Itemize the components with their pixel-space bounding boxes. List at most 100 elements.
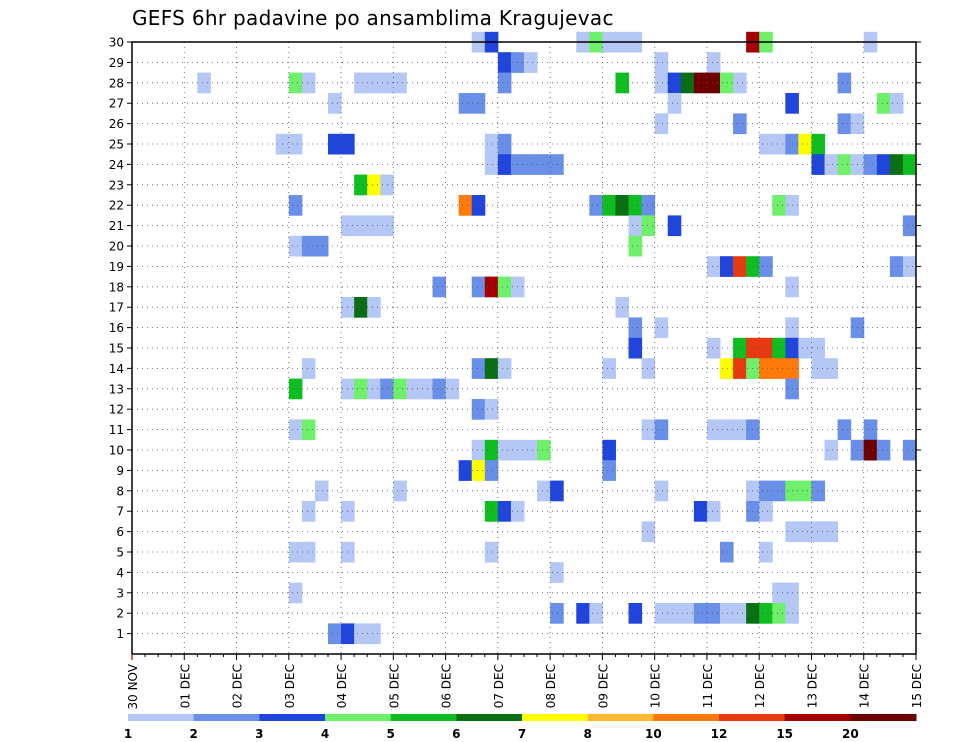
heatmap-cell [602, 460, 616, 481]
heatmap-cell [432, 276, 447, 298]
heatmap-cell [524, 154, 538, 175]
heatmap-cell [706, 72, 721, 94]
heatmap-cell [550, 480, 564, 502]
y-tick-label: 20 [109, 240, 124, 254]
x-tick-label: 05 DEC [387, 664, 401, 708]
heatmap-cell [876, 93, 891, 114]
heatmap-cell [484, 460, 499, 481]
x-tick-label: 04 DEC [335, 664, 349, 708]
x-tick-label: 08 DEC [544, 664, 558, 708]
heatmap-cell [720, 541, 734, 563]
colorbar-swatch [128, 714, 195, 721]
heatmap-cell [667, 93, 682, 114]
heatmap-cell [811, 480, 826, 502]
heatmap-cell [889, 93, 904, 114]
heatmap-cell [458, 93, 473, 114]
heatmap-cell [497, 439, 512, 461]
heatmap-cell [432, 378, 447, 400]
heatmap-cell [288, 419, 303, 441]
heatmap-cell [759, 133, 773, 155]
heatmap-cell [863, 154, 878, 175]
heatmap-cell [628, 337, 643, 359]
heatmap-cell [824, 521, 839, 543]
heatmap-cell [497, 72, 512, 94]
heatmap-cell [497, 52, 512, 73]
heatmap-cell [720, 358, 734, 379]
heatmap-cell [706, 501, 721, 522]
heatmap-cell [798, 521, 812, 543]
heatmap-cell [328, 623, 342, 645]
colorbar-swatch [653, 714, 720, 721]
heatmap-cell [759, 256, 773, 277]
y-tick-label: 10 [109, 444, 124, 458]
heatmap-cell [759, 541, 773, 563]
heatmap-cell [314, 480, 329, 502]
heatmap-cell [484, 399, 499, 420]
heatmap-cell [484, 276, 499, 298]
colorbar-swatch [193, 714, 260, 721]
heatmap-cell [654, 72, 669, 94]
heatmap-cell [720, 603, 734, 624]
y-tick-label: 21 [109, 219, 124, 233]
y-tick-label: 4 [116, 566, 124, 580]
colorbar-label: 10 [645, 727, 662, 741]
heatmap-cell [837, 113, 852, 135]
y-tick-label: 22 [109, 199, 124, 213]
heatmap-cell [706, 52, 721, 73]
heatmap-cell [811, 521, 826, 543]
heatmap-cell [484, 439, 499, 461]
heatmap-cell [524, 52, 538, 73]
heatmap-cell [367, 72, 381, 94]
heatmap-cell [693, 72, 708, 94]
heatmap-cell [772, 603, 786, 624]
heatmap-cell [301, 419, 316, 441]
y-tick-label: 25 [109, 138, 124, 152]
x-tick-label: 14 DEC [858, 664, 872, 708]
heatmap-cell [471, 195, 486, 216]
heatmap-cell [811, 154, 826, 175]
colorbar-label: 1 [124, 727, 132, 741]
heatmap-cell [471, 460, 486, 481]
heatmap-cell [733, 72, 747, 94]
heatmap-cell [497, 501, 512, 522]
y-tick-label: 15 [109, 342, 124, 356]
heatmap-cell [706, 256, 721, 277]
y-tick-label: 11 [109, 423, 124, 437]
heatmap-cell [772, 358, 786, 379]
heatmap-cell [667, 603, 682, 624]
colorbar-swatch [587, 714, 654, 721]
colorbar: 1 2 3 4 5 6 7 8 10 12 15 20 [124, 714, 917, 741]
heatmap-cell [602, 358, 616, 379]
heatmap-cell [772, 133, 786, 155]
heatmap-cell [798, 133, 812, 155]
colorbar-label: 6 [452, 727, 460, 741]
heatmap-cell [628, 215, 643, 237]
heatmap-cell [367, 378, 381, 400]
y-tick-label: 29 [109, 56, 124, 70]
heatmap-cell [641, 521, 656, 543]
x-tick-label: 30 NOV [126, 663, 140, 709]
heatmap-cell [550, 562, 564, 583]
heatmap-cell [537, 480, 551, 502]
heatmap-cell [706, 603, 721, 624]
colorbar-swatch [390, 714, 457, 721]
heatmap-cell [654, 480, 669, 502]
heatmap-cell [667, 72, 682, 94]
heatmap-cell [589, 603, 603, 624]
x-tick-label: 07 DEC [492, 664, 506, 708]
heatmap-cell [720, 419, 734, 441]
cells-layer [197, 31, 917, 645]
heatmap-cell [693, 603, 708, 624]
y-tick-label: 28 [109, 76, 124, 90]
heatmap-cell [602, 195, 616, 216]
x-axis: 30 NOV 01 DEC 02 DEC 03 DEC 04 DEC 05 DEC 06 D… [126, 654, 924, 710]
heatmap-cell [811, 337, 826, 359]
y-axis: 1234567891011121314151617181920212223242… [109, 36, 921, 641]
heatmap-cell [367, 623, 381, 645]
heatmap-cell [641, 358, 656, 379]
heatmap-cell [301, 358, 316, 379]
heatmap-cell [393, 72, 407, 94]
y-tick-label: 26 [109, 117, 124, 131]
heatmap-cell [759, 501, 773, 522]
heatmap-cell [876, 154, 891, 175]
